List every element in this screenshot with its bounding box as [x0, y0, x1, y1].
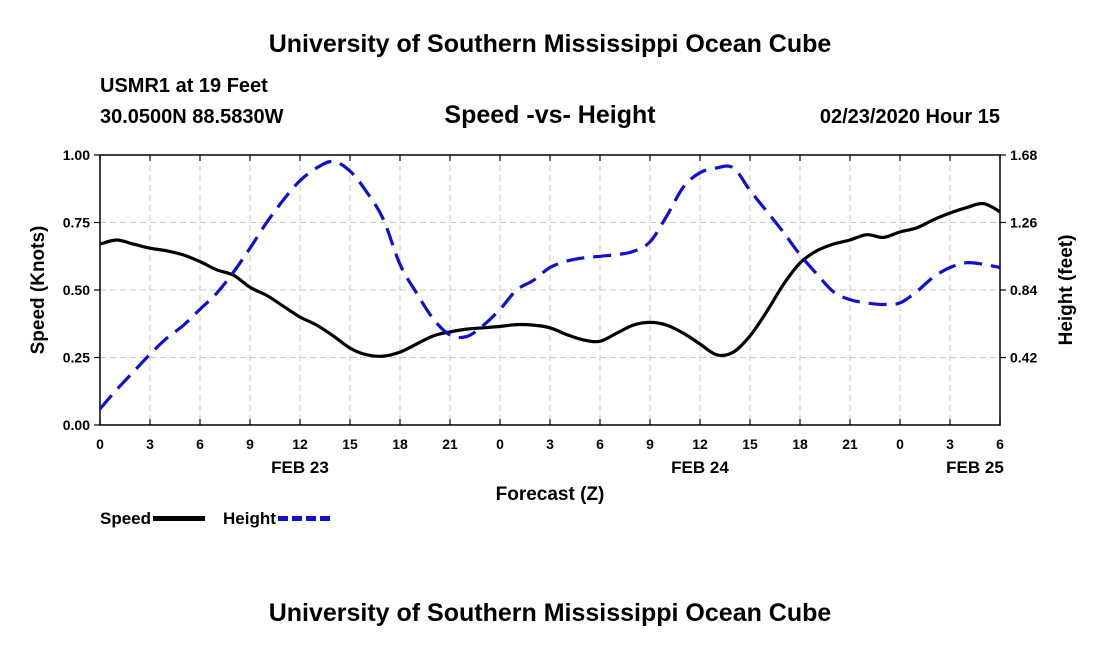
y2-tick-label: 1.68	[1010, 147, 1037, 163]
date-label: FEB 23	[271, 458, 329, 477]
height-series-line	[98, 159, 1001, 410]
x-tick-label: 18	[392, 436, 408, 452]
station-label: USMR1 at 19 Feet	[100, 75, 268, 97]
legend-height-swatch	[277, 516, 330, 522]
x-tick-label: 21	[842, 436, 858, 452]
y2-tick-label: 0.42	[1010, 350, 1037, 366]
y2-axis-label: Height (feet)	[1056, 235, 1077, 346]
datetime-label: 02/23/2020 Hour 15	[819, 106, 1000, 128]
x-tick-label: 9	[246, 436, 254, 452]
chart-title: Speed -vs- Height	[444, 101, 656, 129]
y-tick-label: 0.00	[63, 417, 90, 433]
legend-speed-swatch	[153, 516, 206, 522]
page-title: University of Southern Mississippi Ocean…	[268, 30, 832, 58]
y-tick-label: 0.75	[63, 215, 90, 231]
x-tick-label: 15	[342, 436, 358, 452]
x-tick-label: 9	[646, 436, 654, 452]
x-tick-label: 12	[292, 436, 308, 452]
x-axis-label: Forecast (Z)	[496, 484, 605, 505]
y-tick-label: 0.25	[63, 350, 90, 366]
speed-series-line	[99, 201, 1001, 358]
x-tick-label: 3	[546, 436, 554, 452]
x-tick-label: 6	[196, 436, 204, 452]
y-axis-label: Speed (Knots)	[28, 226, 49, 355]
x-tick-label: 3	[146, 436, 154, 452]
legend-speed-label: Speed	[100, 508, 152, 528]
x-tick-label: 0	[896, 436, 904, 452]
date-label: FEB 25	[946, 458, 1004, 477]
x-tick-label: 12	[692, 436, 708, 452]
footer-title: University of Southern Mississippi Ocean…	[268, 599, 832, 627]
y-tick-label: 0.50	[63, 282, 90, 298]
x-tick-label: 21	[442, 436, 458, 452]
legend: Speed Height	[100, 508, 330, 529]
x-tick-label: 0	[496, 436, 504, 452]
grid-lines	[100, 155, 1000, 425]
y2-tick-label: 0.84	[1010, 282, 1037, 298]
x-tick-label: 15	[742, 436, 758, 452]
x-tick-label: 3	[946, 436, 954, 452]
y-tick-label: 1.00	[63, 147, 90, 163]
x-tick-label: 6	[996, 436, 1004, 452]
x-tick-label: 6	[596, 436, 604, 452]
x-tick-label: 18	[792, 436, 808, 452]
axis-ticks: 0 3 6 9 12 15 18 21 0 3 6 9 12 15 18 21 0 3 6 FEB 23 FEB 24 F…	[63, 147, 1038, 477]
coordinates-label: 30.0500N 88.5830W	[100, 106, 284, 128]
y2-tick-label: 1.26	[1010, 215, 1037, 231]
x-tick-label: 0	[96, 436, 104, 452]
legend-height-label: Height	[223, 508, 276, 528]
date-label: FEB 24	[671, 458, 729, 477]
